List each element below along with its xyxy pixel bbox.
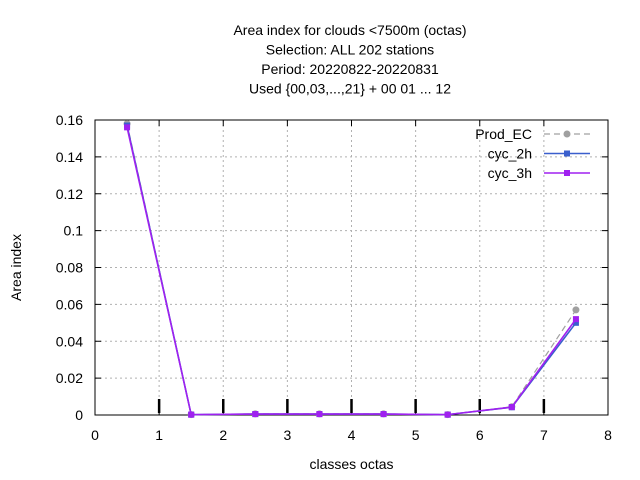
title-line: Selection: ALL 202 stations — [266, 42, 434, 58]
legend-label: Prod_EC — [475, 126, 532, 142]
y-axis-label: Area index — [8, 234, 24, 301]
x-tick-label: 0 — [91, 427, 99, 443]
x-tick-label: 1 — [155, 427, 163, 443]
x-tick-label: 6 — [476, 427, 484, 443]
data-point — [252, 411, 259, 418]
data-point — [316, 411, 323, 418]
legend-marker — [564, 150, 570, 157]
x-tick-label: 3 — [283, 427, 291, 443]
data-point — [124, 124, 131, 131]
series-line — [126, 127, 577, 416]
legend-label: cyc_2h — [488, 146, 532, 162]
y-tick-label: 0.16 — [56, 112, 83, 128]
y-tick-label: 0.06 — [56, 296, 83, 312]
axes: 0 1 2 3 4 5 6 7 8 0 0.02 0.04 0.06 0.08 0.1 0.12 0.14 0.1… — [56, 112, 612, 443]
x-axis-label: classes octas — [309, 456, 393, 472]
legend-marker — [563, 130, 571, 138]
x-tick-label: 5 — [412, 427, 420, 443]
chart-title: Area index for clouds <7500m (octas) Sele… — [233, 22, 466, 97]
title-line: Area index for clouds <7500m (octas) — [233, 22, 466, 38]
data-point — [508, 404, 515, 411]
data-point — [380, 411, 387, 418]
x-tick-label: 4 — [348, 427, 356, 443]
data-point — [572, 306, 580, 314]
x-tick-label: 7 — [540, 427, 548, 443]
legend-label: cyc_3h — [488, 165, 532, 181]
y-tick-label: 0.08 — [56, 260, 83, 276]
data-point — [188, 411, 195, 418]
data-point — [444, 411, 451, 418]
title-line: Period: 20220822-20220831 — [261, 61, 439, 77]
data-point — [572, 316, 579, 323]
y-tick-label: 0.1 — [64, 223, 84, 239]
series-cyc_3h — [124, 124, 579, 418]
x-tick-label: 2 — [219, 427, 227, 443]
y-tick-label: 0 — [75, 407, 83, 423]
data-point — [572, 319, 579, 326]
y-tick-label: 0.12 — [56, 186, 83, 202]
legend: Prod_EC cyc_2h cyc_3h — [475, 126, 590, 181]
series — [123, 120, 580, 419]
y-tick-label: 0.04 — [56, 333, 83, 349]
legend-marker — [564, 170, 570, 176]
x-tick-label: 8 — [604, 427, 612, 443]
title-line: Used {00,03,...,21} + 00 01 ... 12 — [249, 81, 451, 97]
y-tick-label: 0.14 — [56, 149, 83, 165]
y-tick-label: 0.02 — [56, 370, 83, 386]
